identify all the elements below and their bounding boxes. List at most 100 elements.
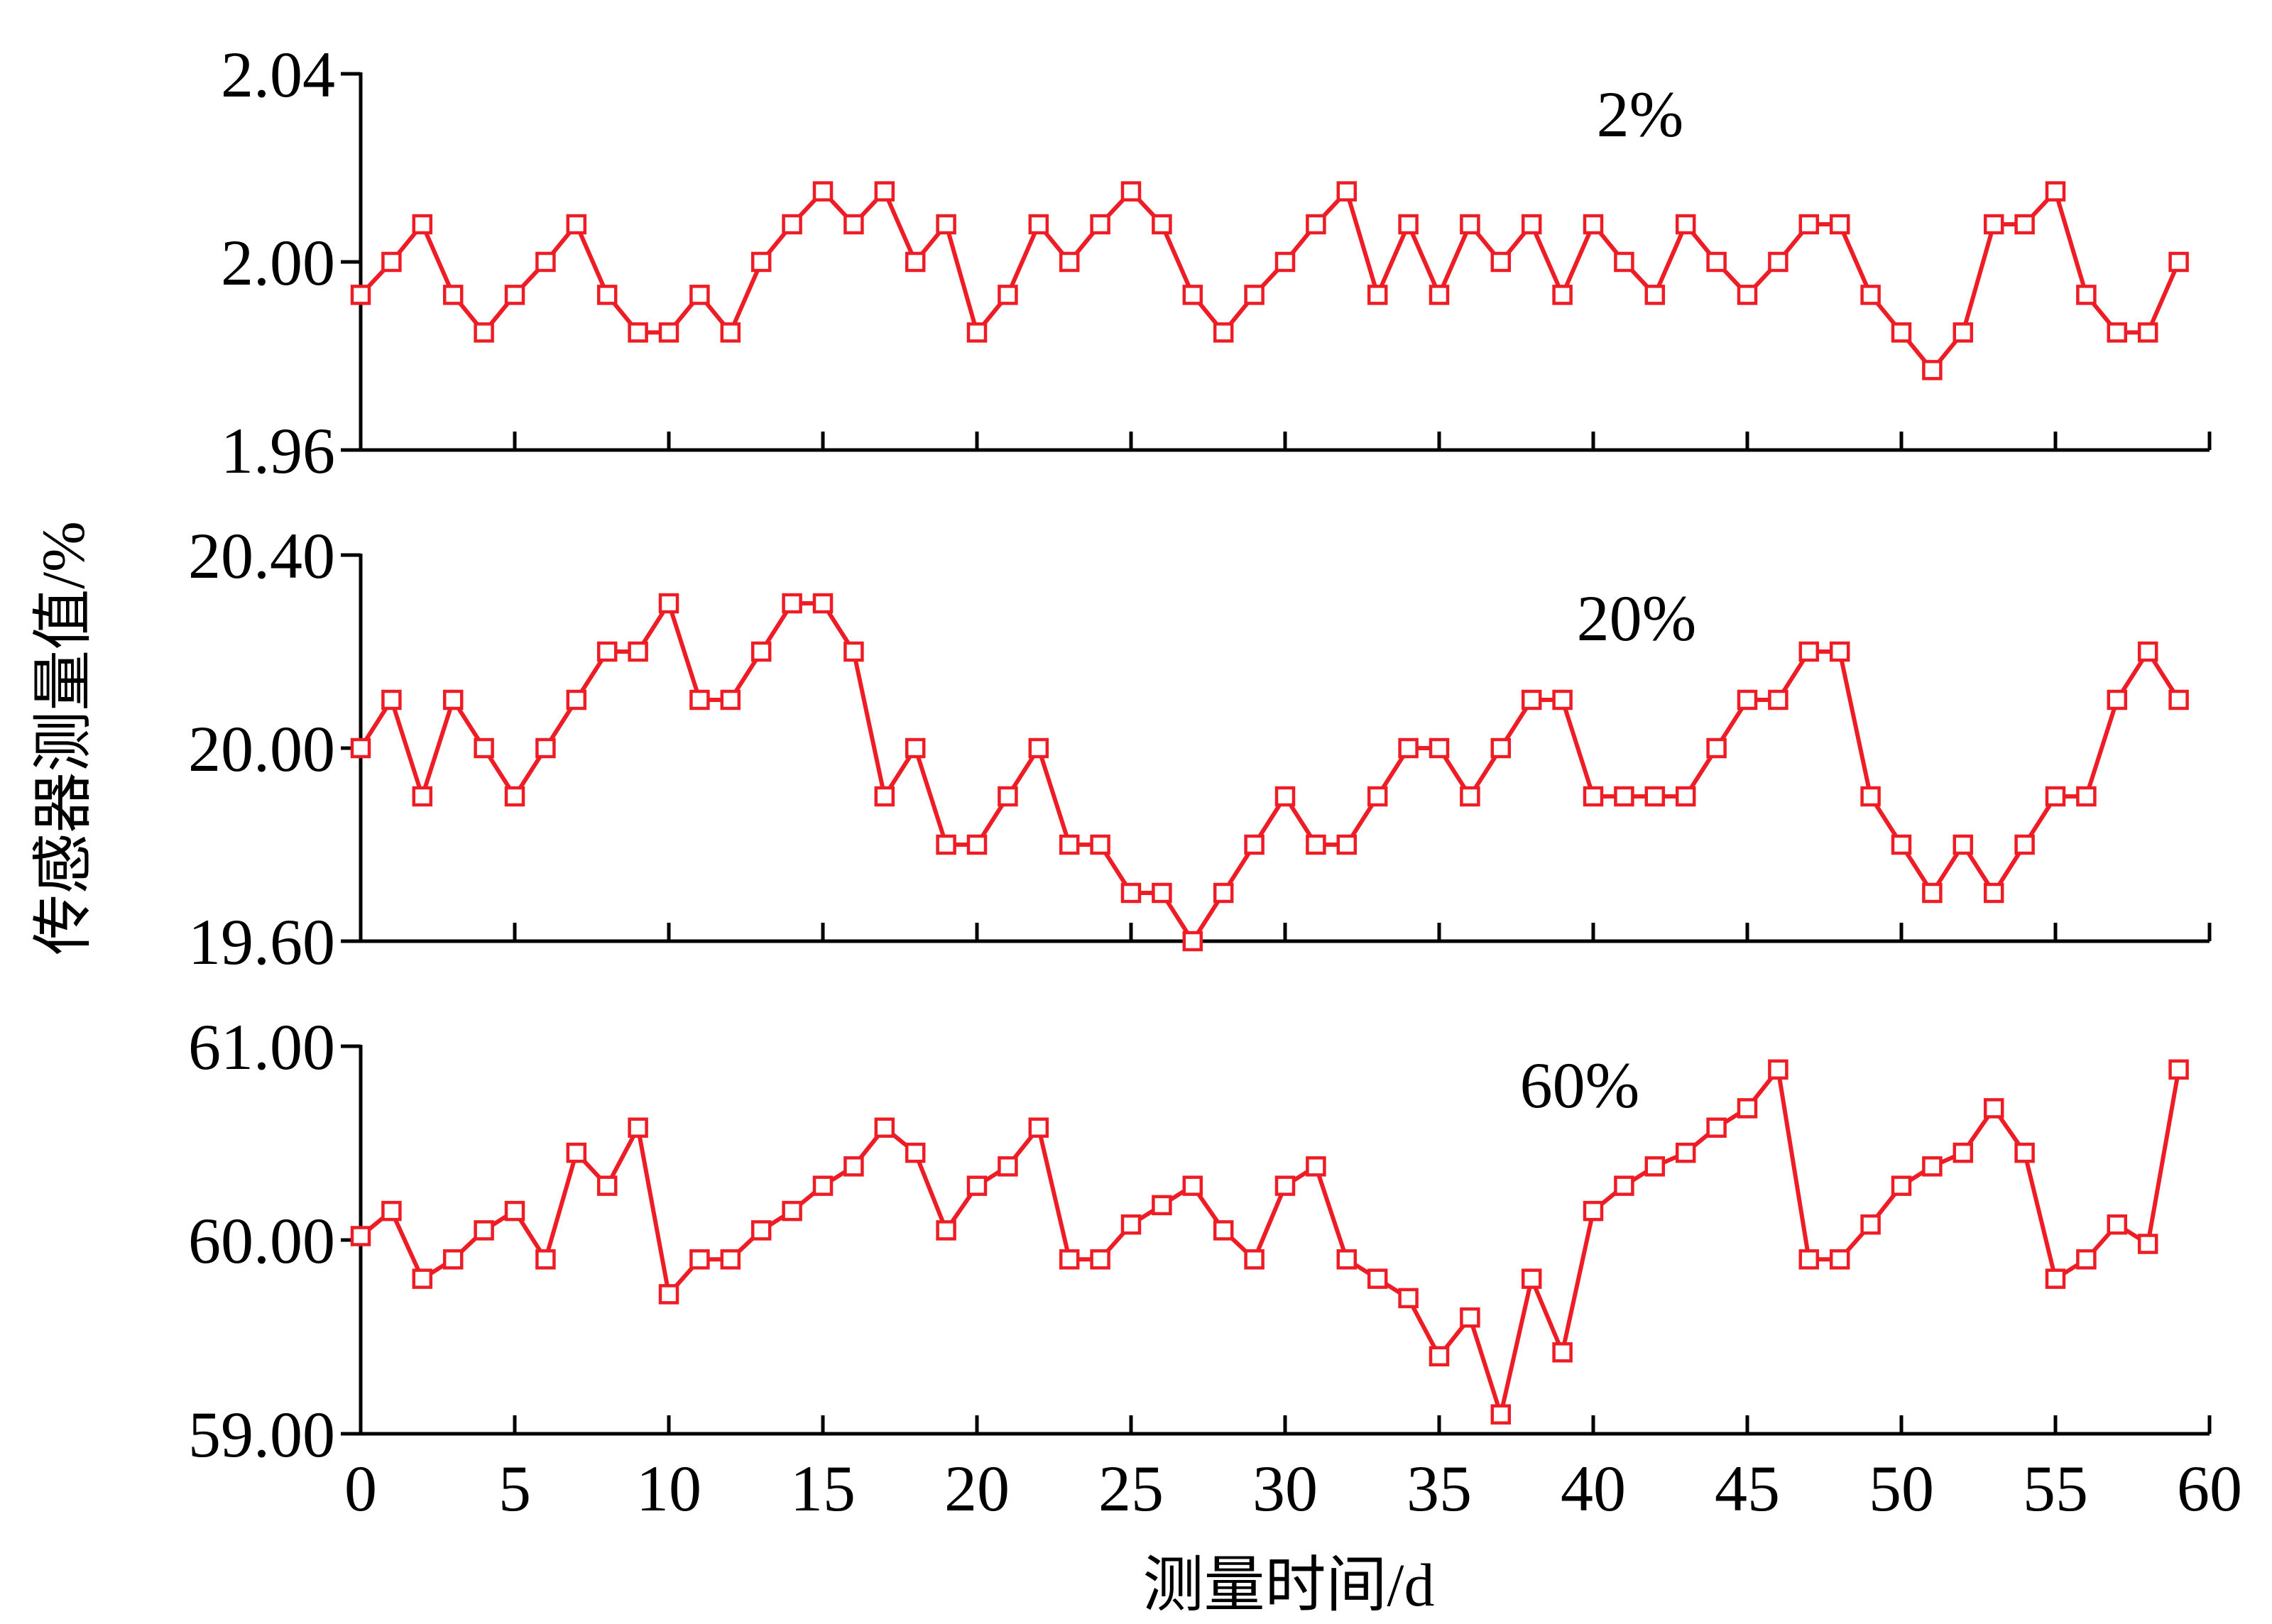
data-point — [1521, 1268, 1542, 1289]
data-point — [966, 1175, 988, 1196]
data-point — [1983, 214, 2004, 235]
data-point — [936, 214, 956, 235]
data-point — [812, 593, 834, 614]
data-point — [1090, 1249, 1110, 1270]
x-tick-label: 30 — [1252, 1452, 1318, 1525]
data-point — [720, 322, 741, 343]
data-point — [2045, 786, 2066, 807]
data-point — [1768, 689, 1788, 710]
data-point — [658, 593, 679, 614]
data-point — [628, 1117, 648, 1138]
x-axis-title: 测量时间/d — [1143, 1551, 1435, 1619]
data-point — [350, 1226, 371, 1246]
data-point — [905, 251, 926, 273]
y-tick-label: 19.60 — [188, 906, 335, 978]
data-point — [689, 285, 710, 305]
data-point — [2014, 834, 2035, 855]
data-point — [412, 1268, 433, 1289]
data-point — [843, 214, 864, 235]
data-point — [1768, 1059, 1788, 1080]
data-point — [350, 737, 371, 759]
data-point — [566, 1142, 587, 1163]
data-point — [1274, 786, 1296, 807]
data-point — [628, 322, 648, 343]
data-point — [1244, 1249, 1265, 1270]
data-point — [1152, 214, 1172, 235]
data-point — [998, 786, 1018, 807]
data-point — [566, 214, 587, 235]
data-point — [1274, 251, 1296, 273]
data-point — [1675, 214, 1696, 235]
y-tick-label: 2.00 — [221, 226, 335, 299]
data-point — [905, 1142, 926, 1163]
data-point — [750, 1220, 772, 1241]
data-point — [1952, 322, 1974, 343]
data-point — [1398, 214, 1419, 235]
data-point — [843, 1156, 864, 1177]
data-point — [1152, 882, 1172, 904]
data-point — [966, 834, 988, 855]
data-point — [1768, 251, 1788, 273]
chart-panel: 20.40 20.00 19.60 20% — [188, 520, 2212, 978]
data-point — [2168, 251, 2189, 273]
data-point — [1798, 1249, 1820, 1270]
data-point — [2137, 641, 2158, 662]
data-point — [1152, 1195, 1172, 1216]
data-point — [1829, 1249, 1850, 1270]
data-point — [381, 689, 402, 710]
data-point — [1306, 214, 1326, 235]
data-point — [1983, 1098, 2004, 1119]
data-point — [658, 322, 679, 343]
chart-panels: 2.04 2.00 1.96 2% 20.40 20.00 19.60 20% 61.00 60.… — [188, 38, 2212, 1471]
data-point — [1583, 1200, 1604, 1222]
data-point — [1120, 1214, 1142, 1235]
x-tick-label: 25 — [1098, 1452, 1164, 1525]
data-point — [1460, 786, 1480, 807]
data-point — [2076, 1249, 2097, 1270]
data-point — [1490, 1404, 1512, 1425]
data-point — [1336, 1249, 1358, 1270]
data-point — [1182, 285, 1203, 305]
data-point — [1922, 1156, 1943, 1177]
data-point — [874, 786, 895, 807]
data-point — [381, 1200, 402, 1222]
data-point — [1090, 834, 1110, 855]
y-tick-label: 1.96 — [221, 415, 335, 487]
data-point — [504, 786, 525, 807]
data-point — [1028, 737, 1049, 759]
data-point — [596, 1175, 618, 1196]
data-point — [596, 641, 618, 662]
data-point — [1614, 786, 1634, 807]
data-point — [720, 689, 741, 710]
data-point — [1367, 285, 1388, 305]
data-point — [1336, 834, 1358, 855]
data-point — [1952, 1142, 1974, 1163]
data-point — [1429, 1346, 1450, 1367]
data-point — [1028, 214, 1049, 235]
y-axis-title: 传感器测量值/% — [29, 521, 97, 955]
data-point — [843, 641, 864, 662]
data-point — [1552, 1342, 1573, 1363]
data-point — [1336, 181, 1358, 202]
data-point — [1614, 251, 1634, 273]
data-point — [1952, 834, 1974, 855]
data-point — [812, 181, 834, 202]
data-point — [1490, 737, 1512, 759]
data-point — [2045, 1268, 2066, 1289]
data-point — [2045, 181, 2066, 202]
data-point — [2076, 285, 2097, 305]
data-point — [874, 1117, 895, 1138]
data-point — [566, 689, 587, 710]
data-point — [1490, 251, 1512, 273]
data-point — [1829, 641, 1850, 662]
x-tick-label: 5 — [498, 1452, 531, 1525]
data-point — [474, 737, 494, 759]
data-point — [1583, 214, 1604, 235]
data-point — [1644, 786, 1666, 807]
data-point — [1552, 285, 1573, 305]
x-tick-label: 15 — [790, 1452, 856, 1525]
data-point — [750, 641, 772, 662]
data-point — [2168, 1059, 2189, 1080]
data-point — [535, 251, 556, 273]
